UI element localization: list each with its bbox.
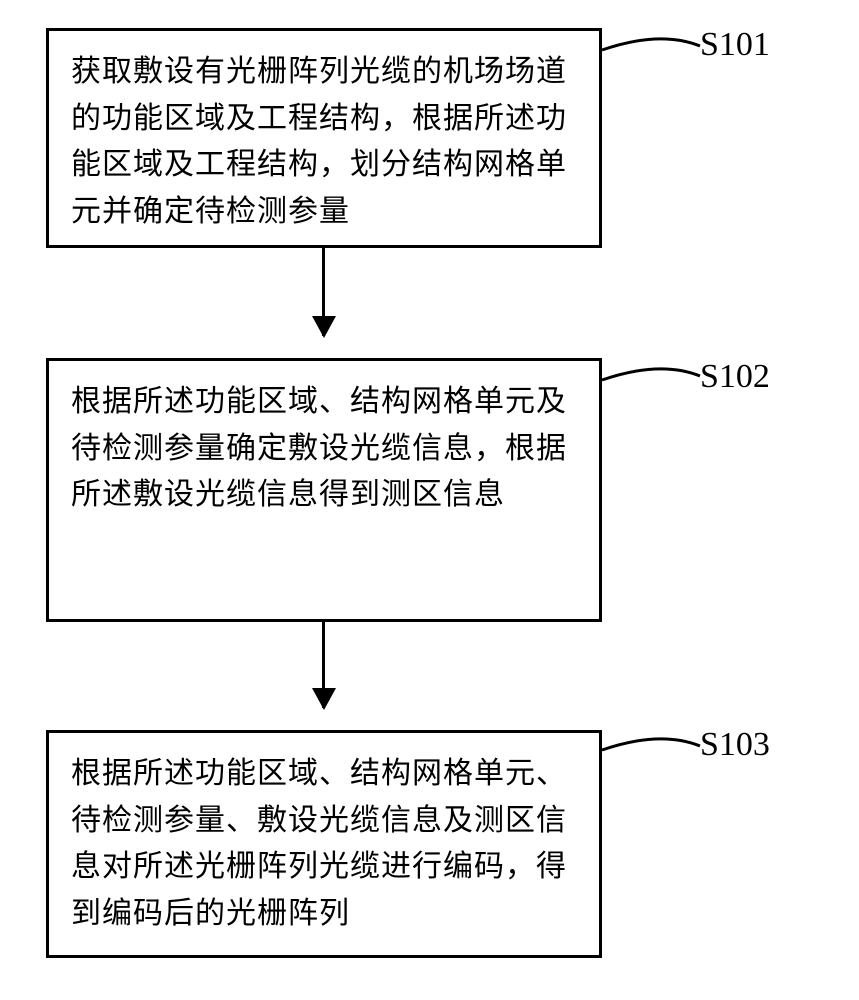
arrow-2 (322, 622, 325, 708)
flowchart-diagram: 获取敷设有光栅阵列光缆的机场场道的功能区域及工程结构，根据所述功能区域及工程结构… (0, 0, 859, 1000)
step-box-s102: 根据所述功能区域、结构网格单元及待检测参量确定敷设光缆信息，根据所述敷设光缆信息… (46, 358, 602, 622)
step-text: 根据所述功能区域、结构网格单元、待检测参量、敷设光缆信息及测区信息对所述光栅阵列… (71, 757, 567, 930)
step-text: 获取敷设有光栅阵列光缆的机场场道的功能区域及工程结构，根据所述功能区域及工程结构… (71, 55, 567, 228)
arrow-1 (322, 248, 325, 336)
step-text: 根据所述功能区域、结构网格单元及待检测参量确定敷设光缆信息，根据所述敷设光缆信息… (71, 385, 567, 511)
step-box-s101: 获取敷设有光栅阵列光缆的机场场道的功能区域及工程结构，根据所述功能区域及工程结构… (46, 28, 602, 248)
step-label-s101: S101 (700, 26, 770, 64)
label-text: S102 (700, 358, 770, 395)
step-box-s103: 根据所述功能区域、结构网格单元、待检测参量、敷设光缆信息及测区信息对所述光栅阵列… (46, 730, 602, 958)
label-text: S103 (700, 726, 770, 763)
label-text: S101 (700, 26, 770, 63)
step-label-s103: S103 (700, 726, 770, 764)
step-label-s102: S102 (700, 358, 770, 396)
